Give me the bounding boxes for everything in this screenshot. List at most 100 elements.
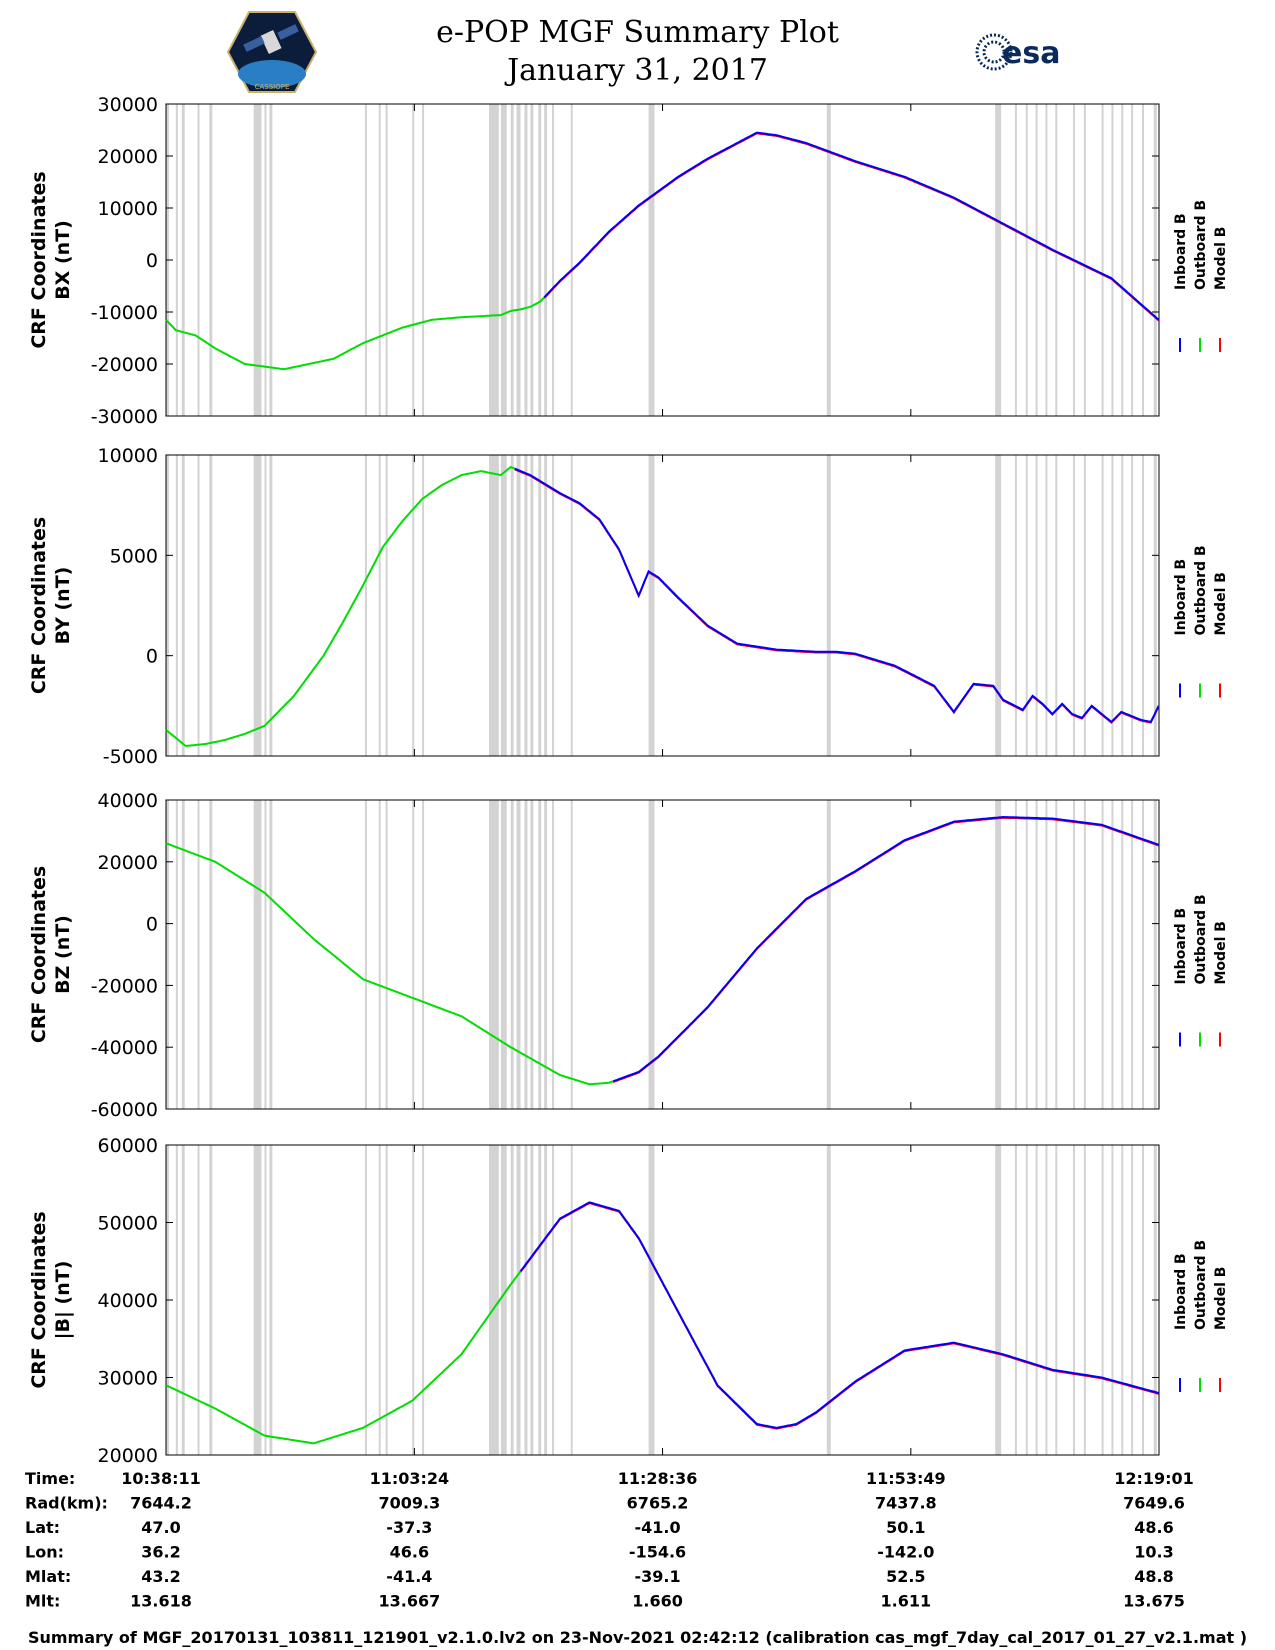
gap-band [264, 104, 267, 416]
gap-band [570, 800, 573, 1109]
gap-band [1025, 1145, 1028, 1455]
inboard-b-trace [543, 131, 1160, 321]
gap-band [412, 800, 415, 1109]
gap-band [385, 455, 388, 756]
gap-band [197, 1145, 200, 1455]
gap-band [378, 800, 381, 1109]
gap-band [1035, 104, 1038, 416]
info-value: 1.611 [881, 1592, 932, 1611]
esa-logo: esa [975, 33, 1060, 71]
gap-band [209, 104, 213, 416]
y-tick-label: 5000 [110, 545, 158, 567]
gap-band [648, 455, 655, 756]
gap-band [422, 1145, 425, 1455]
outboard-b-trace [165, 1270, 522, 1445]
gap-band [538, 800, 542, 1109]
gap-band [209, 1145, 213, 1455]
gap-band [544, 800, 548, 1109]
panel-bz: -60000 -40000 -20000 0 20000 40000 CRF Coordin… [28, 790, 1229, 1121]
gap-band [1025, 800, 1028, 1109]
legend-label: Outboard B [1193, 894, 1209, 984]
gap-band [826, 455, 831, 756]
gap-band [1035, 800, 1038, 1109]
gap-band [209, 455, 213, 756]
gap-band [544, 1145, 548, 1455]
y-axis-label-line2: BX (nT) [52, 220, 74, 300]
info-value: 48.6 [1134, 1518, 1173, 1537]
plot-frame [165, 1144, 1160, 1456]
y-tick-label: -40000 [91, 1037, 158, 1059]
gap-band [1035, 1145, 1038, 1455]
info-value: 13.675 [1123, 1592, 1185, 1611]
info-row-label: Lat: [25, 1518, 60, 1537]
y-axis-label-line1: CRF Coordinates [28, 1211, 50, 1388]
y-tick-label: -5000 [103, 746, 158, 768]
gap-band [1045, 1145, 1048, 1455]
info-value: 10.3 [1134, 1543, 1173, 1562]
gap-band [552, 455, 555, 756]
gap-band [1055, 1145, 1058, 1455]
gap-band [364, 104, 367, 416]
info-value: 43.2 [141, 1567, 180, 1586]
gap-band [826, 800, 831, 1109]
legend-label: Inboard B [1173, 1253, 1189, 1330]
gap-band [510, 800, 514, 1109]
gap-band [530, 1145, 534, 1455]
gap-band [209, 800, 213, 1109]
gap-band [1035, 455, 1038, 756]
gap-band [181, 800, 185, 1109]
gap-band [378, 1145, 381, 1455]
gap-band [538, 1145, 542, 1455]
page-title: e-POP MGF Summary Plot January 31, 2017 [0, 14, 1275, 90]
info-value: 36.2 [141, 1543, 180, 1562]
gap-band [1055, 455, 1058, 756]
gap-band [1083, 104, 1086, 416]
y-axis-label-line2: |B| (nT) [52, 1261, 74, 1340]
outboard-b-trace [165, 465, 515, 748]
legend-label: Inboard B [1173, 213, 1189, 290]
gap-band [524, 455, 528, 756]
gap-band [995, 455, 1002, 756]
panel-bx: -30000 -20000 -10000 0 10000 20000 30000 CRF Co… [28, 94, 1229, 428]
gap-band [489, 104, 499, 416]
gap-band [412, 1145, 415, 1455]
info-value: 48.8 [1134, 1567, 1173, 1586]
info-value: -37.3 [386, 1518, 432, 1537]
gap-band [538, 455, 542, 756]
gap-band [378, 104, 381, 416]
y-axis-label-line1: CRF Coordinates [28, 517, 50, 694]
y-tick-label: 50000 [98, 1213, 158, 1235]
gap-band [516, 800, 521, 1109]
y-axis-label-line1: CRF Coordinates [28, 866, 50, 1043]
gap-band [269, 104, 273, 416]
info-value: 13.618 [130, 1592, 192, 1611]
info-value: -41.4 [386, 1567, 432, 1586]
panel-by: -5000 0 5000 10000 CRF Coordinates BY (nT) Inb… [28, 445, 1229, 768]
gap-band [524, 104, 528, 416]
gap-band [1141, 1145, 1144, 1455]
info-value: 50.1 [886, 1518, 925, 1537]
y-tick-label: -20000 [91, 975, 158, 997]
gap-band [489, 800, 499, 1109]
legend-label: Model B [1213, 1267, 1229, 1330]
info-value: 11:03:24 [370, 1469, 450, 1488]
gap-band [516, 104, 521, 416]
gap-band [570, 1145, 573, 1455]
y-tick-label: 0 [146, 250, 158, 272]
model-b-trace [519, 1202, 1159, 1430]
title-line-1: e-POP MGF Summary Plot [436, 15, 839, 50]
y-tick-label: -10000 [91, 302, 158, 324]
gap-band [269, 455, 273, 756]
y-tick-label: 40000 [98, 790, 158, 812]
gap-band [1141, 455, 1144, 756]
gap-band [1111, 800, 1114, 1109]
gap-band [826, 1145, 831, 1455]
gap-band [385, 800, 388, 1109]
info-value: 11:28:36 [618, 1469, 698, 1488]
y-tick-label: 20000 [98, 146, 158, 168]
plot-frame [165, 454, 1160, 757]
gap-band [364, 455, 367, 756]
gap-band [995, 800, 1002, 1109]
gap-band [1141, 104, 1144, 416]
info-value: 7644.2 [130, 1494, 192, 1513]
